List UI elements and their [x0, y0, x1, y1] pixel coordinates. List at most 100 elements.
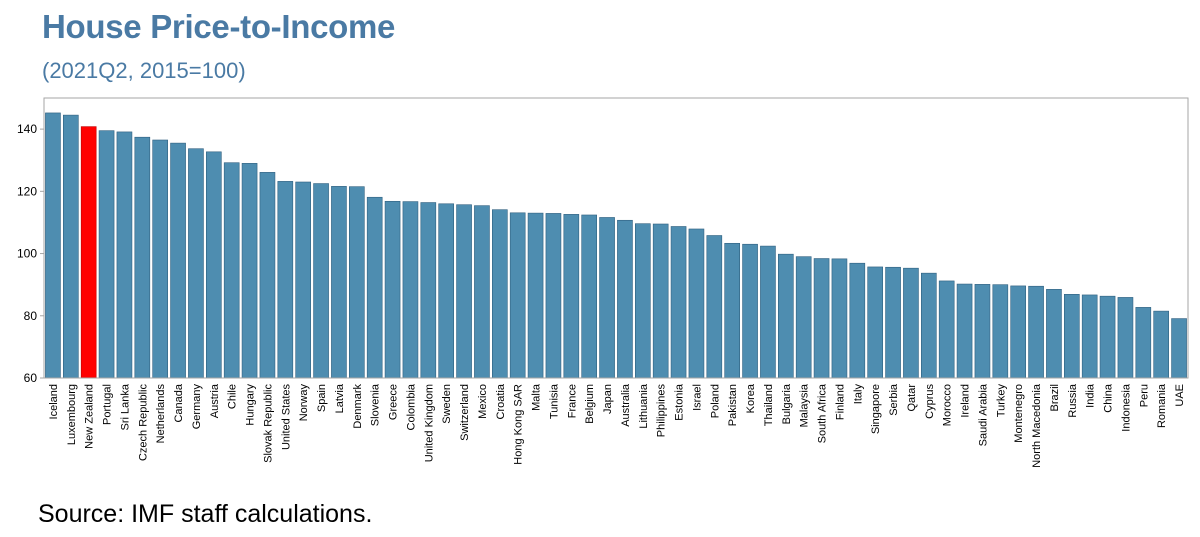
x-tick-label: Chile [227, 384, 239, 409]
x-tick-label: Estonia [674, 383, 686, 421]
x-tick-label: Philippines [656, 384, 668, 438]
bar-lithuania [635, 223, 651, 379]
x-tick-label: Croatia [495, 383, 507, 419]
x-tick-label: Turkey [995, 384, 1007, 418]
x-tick-label: Germany [191, 384, 203, 430]
x-tick-label: Lithuania [638, 383, 650, 429]
x-tick-label: France [566, 384, 578, 418]
bar-hong-kong-sar [509, 212, 526, 379]
bar-tunisia [545, 213, 562, 379]
bar-philippines [652, 223, 669, 379]
x-tick-label: Israel [691, 384, 703, 411]
bar-romania [1153, 310, 1169, 379]
bar-canada [170, 142, 186, 379]
bar-south-africa [813, 258, 830, 379]
bar-italy [849, 262, 866, 379]
bar-saudi-arabia [974, 284, 991, 379]
bar-malta [527, 212, 544, 379]
bar-greece [384, 200, 401, 379]
x-tick-label: Peru [1138, 384, 1150, 407]
x-tick-label: UAE [1174, 384, 1186, 407]
bar-thailand [760, 245, 776, 379]
bar-chile [223, 162, 240, 379]
bar-czech-republic [134, 136, 151, 379]
bar-india [1081, 294, 1098, 379]
x-tick-label: New Zealand [84, 384, 96, 449]
bar-bulgaria [778, 253, 794, 379]
bars [45, 112, 1187, 379]
bar-singapore [867, 266, 883, 379]
bar-sri-lanka [116, 131, 133, 379]
bar-united-kingdom [420, 202, 437, 379]
x-tick-label: Slovak Republic [262, 384, 274, 463]
x-axis-labels: Iceland Luxembourg New Zealand Portugal Sri … [48, 383, 1186, 468]
x-tick-label: Austria [209, 383, 221, 418]
bar-pakistan [724, 242, 740, 379]
x-tick-label: Slovenia [370, 383, 382, 426]
x-tick-label: Malaysia [799, 383, 811, 427]
x-tick-label: Bulgaria [781, 383, 793, 424]
x-tick-label: Mexico [477, 384, 489, 419]
x-tick-label: Luxembourg [66, 384, 78, 445]
bar-malaysia [795, 256, 812, 379]
x-tick-label: Colombia [405, 383, 417, 430]
x-tick-label: United States [280, 384, 292, 451]
chart-subtitle: (2021Q2, 2015=100) [42, 58, 246, 83]
x-tick-label: Qatar [906, 384, 918, 412]
x-tick-label: Japan [602, 384, 614, 414]
bar-turkey [992, 284, 1009, 379]
x-tick-label: Netherlands [155, 384, 167, 444]
x-tick-label: Poland [709, 384, 721, 418]
x-tick-label: Korea [745, 383, 757, 413]
bar-china [1099, 295, 1116, 379]
x-tick-label: Belgium [584, 384, 596, 424]
x-tick-label: Tunisia [548, 383, 560, 419]
bar-korea [742, 243, 758, 379]
bar-croatia [492, 209, 508, 379]
x-tick-label: Hungary [245, 384, 257, 426]
bar-austria [206, 151, 222, 379]
x-tick-label: Portugal [102, 384, 114, 425]
x-tick-label: Norway [298, 384, 310, 422]
x-tick-label: Latvia [334, 383, 346, 413]
bar-united-states [277, 181, 294, 379]
bar-denmark [349, 186, 365, 379]
bar-finland [831, 258, 848, 379]
x-tick-label: Switzerland [459, 384, 471, 441]
bar-slovenia [366, 196, 383, 379]
y-tick-label: 60 [24, 371, 38, 385]
x-tick-label: Ireland [960, 384, 972, 418]
bar-indonesia [1117, 297, 1134, 379]
bar-netherlands [152, 139, 168, 379]
bar-uae [1171, 318, 1187, 379]
bar-colombia [402, 201, 419, 379]
x-tick-label: Canada [173, 383, 185, 422]
x-tick-label: Montenegro [1013, 384, 1025, 443]
bar-serbia [885, 266, 901, 379]
x-tick-label: North Macedonia [1031, 383, 1043, 468]
bar-switzerland [456, 204, 472, 379]
x-tick-label: Sweden [441, 384, 453, 424]
x-tick-label: Thailand [763, 384, 775, 426]
x-tick-label: India [1085, 383, 1097, 408]
bar-germany [188, 148, 204, 379]
x-tick-label: China [1103, 383, 1115, 413]
x-tick-label: Brazil [1049, 384, 1061, 412]
bar-spain [313, 183, 329, 379]
bar-ireland [956, 283, 973, 379]
bar-qatar [903, 267, 919, 379]
y-tick-label: 80 [24, 309, 38, 323]
bar-latvia [331, 186, 347, 379]
x-tick-label: Hong Kong SAR [513, 384, 525, 465]
x-tick-label: Finland [834, 384, 846, 420]
x-tick-label: Serbia [888, 383, 900, 416]
x-tick-label: Saudi Arabia [977, 383, 989, 446]
x-tick-label: Singapore [870, 384, 882, 434]
y-tick-label: 100 [17, 247, 37, 261]
bar-israel [688, 228, 705, 379]
y-tick-label: 120 [17, 184, 37, 198]
x-tick-label: Pakistan [727, 384, 739, 426]
bar-france [563, 214, 580, 379]
bar-brazil [1046, 289, 1062, 379]
